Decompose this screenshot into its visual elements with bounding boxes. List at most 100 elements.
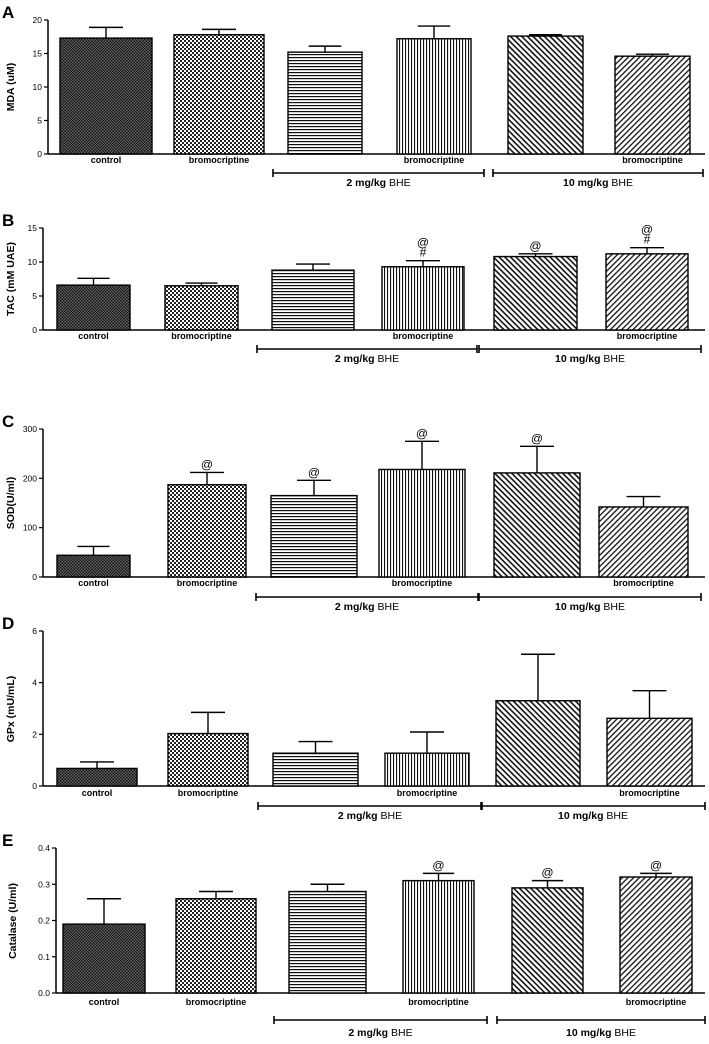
panel-letter: C xyxy=(2,412,14,431)
bar xyxy=(287,51,363,155)
y-axis-label: SOD(U/ml) xyxy=(5,477,17,530)
bar xyxy=(56,284,131,331)
significance-mark: @ xyxy=(417,236,429,250)
group-dose: 10 mg/kg xyxy=(563,177,611,189)
group-dose: 2 mg/kg xyxy=(348,1027,391,1039)
category-label: bromocriptine xyxy=(189,155,250,165)
group-dose: 2 mg/kg xyxy=(346,177,389,189)
category-label: control xyxy=(91,155,122,165)
group-agent: BHE xyxy=(381,810,403,822)
category-label: bromocriptine xyxy=(397,788,458,798)
y-tick-label: 10 xyxy=(33,82,43,92)
y-axis-label: MDA (uM) xyxy=(5,63,17,112)
y-tick-label: 300 xyxy=(23,424,37,434)
category-label: bromocriptine xyxy=(626,997,687,1007)
panel-a: A MDA (uM) 0 5 10 15 20 control bromocriptine bro… xyxy=(2,3,705,189)
y-tick-label: 0.1 xyxy=(38,952,50,962)
y-tick-label: 0 xyxy=(32,325,37,335)
group-dose: 10 mg/kg xyxy=(566,1027,614,1039)
panel-letter: B xyxy=(2,211,14,230)
group-dose: 2 mg/kg xyxy=(335,353,378,365)
significance-mark: # xyxy=(420,246,427,260)
bar xyxy=(493,472,581,578)
group-agent: BHE xyxy=(378,353,400,365)
category-label: control xyxy=(89,997,120,1007)
panel-c: C SOD(U/ml) 0 100 200 300 control @ bromocriptin… xyxy=(2,412,705,613)
bar xyxy=(288,890,367,994)
category-label: control xyxy=(78,331,109,341)
group-agent: BHE xyxy=(603,601,625,613)
group-label: 2 mg/kg BHE xyxy=(338,810,402,822)
category-label: bromocriptine xyxy=(408,997,469,1007)
y-axis-label: TAC (mM UAE) xyxy=(5,242,17,316)
category-label: bromocriptine xyxy=(186,997,247,1007)
group-dose: 10 mg/kg xyxy=(558,810,606,822)
bar xyxy=(402,879,475,994)
y-tick-label: 2 xyxy=(32,729,37,739)
significance-mark: @ xyxy=(529,239,541,253)
group-label: 2 mg/kg BHE xyxy=(335,601,399,613)
group-label: 10 mg/kg BHE xyxy=(555,601,625,613)
y-tick-label: 200 xyxy=(23,473,37,483)
bar xyxy=(384,752,470,787)
category-label: bromocriptine xyxy=(619,788,680,798)
y-tick-label: 15 xyxy=(33,49,43,59)
group-label: 10 mg/kg BHE xyxy=(563,177,633,189)
bar xyxy=(495,700,581,787)
bar xyxy=(606,717,693,787)
panel-b: B TAC (mM UAE) 0 5 10 15 control bromocriptine @… xyxy=(2,211,705,365)
bar xyxy=(396,38,472,155)
bar xyxy=(493,255,578,331)
panel-letter: D xyxy=(2,614,14,633)
bar xyxy=(271,269,355,331)
y-tick-label: 0 xyxy=(32,781,37,791)
y-tick-label: 10 xyxy=(28,257,38,267)
category-label: bromocriptine xyxy=(177,578,238,588)
significance-mark: @ xyxy=(308,465,320,479)
category-label: bromocriptine xyxy=(617,331,678,341)
y-tick-label: 0.2 xyxy=(38,916,50,926)
panel-letter: E xyxy=(2,831,13,850)
y-axis-label: Catalase (U/ml) xyxy=(7,883,19,959)
group-agent: BHE xyxy=(603,353,625,365)
category-label: bromocriptine xyxy=(404,155,465,165)
panel-e: E Catalase (U/ml) 0.0 0.1 0.2 0.3 0.4 control br… xyxy=(2,831,706,1039)
group-dose: 2 mg/kg xyxy=(338,810,381,822)
group-dose: 2 mg/kg xyxy=(335,601,378,613)
bar xyxy=(619,876,693,994)
y-tick-label: 100 xyxy=(23,523,37,533)
category-label: bromocriptine xyxy=(171,331,232,341)
bar xyxy=(56,767,138,787)
bar xyxy=(507,35,584,155)
category-label: bromocriptine xyxy=(392,578,453,588)
bar xyxy=(56,554,131,578)
group-label: 2 mg/kg BHE xyxy=(348,1027,412,1039)
panel-d: D GPx (mU/mL) 0 2 4 6 control bromocriptine brom… xyxy=(2,614,706,822)
y-tick-label: 20 xyxy=(33,15,43,25)
group-label: 10 mg/kg BHE xyxy=(558,810,628,822)
group-dose: 10 mg/kg xyxy=(555,353,603,365)
category-label: bromocriptine xyxy=(613,578,674,588)
y-tick-label: 0.4 xyxy=(38,843,50,853)
category-label: bromocriptine xyxy=(393,331,454,341)
y-tick-label: 0 xyxy=(37,149,42,159)
significance-mark: @ xyxy=(531,431,543,445)
y-tick-label: 4 xyxy=(32,678,37,688)
y-tick-label: 0.0 xyxy=(38,988,50,998)
category-label: bromocriptine xyxy=(622,155,683,165)
bar xyxy=(173,34,265,155)
bar xyxy=(270,494,358,578)
category-label: control xyxy=(78,578,109,588)
bar xyxy=(167,484,247,578)
significance-mark: # xyxy=(644,233,651,247)
y-axis-label: GPx (mU/mL) xyxy=(5,676,17,743)
significance-mark: @ xyxy=(201,457,213,471)
y-tick-label: 6 xyxy=(32,626,37,636)
group-dose: 10 mg/kg xyxy=(555,601,603,613)
significance-mark: @ xyxy=(416,426,428,440)
bar xyxy=(272,752,359,787)
group-label: 2 mg/kg BHE xyxy=(346,177,410,189)
category-label: control xyxy=(82,788,113,798)
